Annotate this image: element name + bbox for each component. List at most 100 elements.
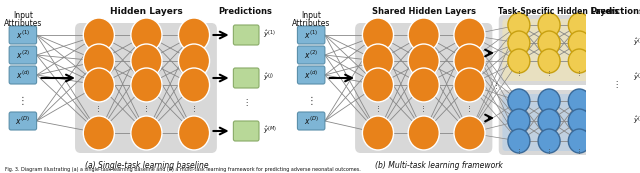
- Circle shape: [538, 129, 560, 153]
- Circle shape: [408, 116, 439, 150]
- Text: Shared Hidden Layers: Shared Hidden Layers: [372, 7, 476, 16]
- Circle shape: [454, 68, 485, 102]
- Text: $x^{(2)}$: $x^{(2)}$: [16, 49, 30, 61]
- Text: $\hat{y}^{(M)}$: $\hat{y}^{(M)}$: [634, 115, 640, 127]
- Circle shape: [538, 109, 560, 133]
- Circle shape: [408, 18, 439, 52]
- Text: ⋮: ⋮: [374, 105, 381, 111]
- FancyBboxPatch shape: [298, 66, 325, 84]
- Circle shape: [538, 89, 560, 113]
- Circle shape: [362, 44, 394, 78]
- Circle shape: [508, 109, 530, 133]
- Circle shape: [568, 109, 590, 133]
- Text: $x^{(1)}$: $x^{(1)}$: [304, 29, 318, 41]
- Text: $x^{(d)}$: $x^{(d)}$: [304, 69, 318, 81]
- Text: $\hat{y}^{(1)}$: $\hat{y}^{(1)}$: [262, 29, 276, 41]
- Circle shape: [179, 68, 209, 102]
- FancyBboxPatch shape: [502, 19, 591, 81]
- Circle shape: [408, 44, 439, 78]
- Text: ⋮: ⋮: [516, 148, 522, 153]
- FancyBboxPatch shape: [502, 94, 591, 151]
- Circle shape: [83, 116, 115, 150]
- Circle shape: [408, 68, 439, 102]
- Circle shape: [362, 116, 394, 150]
- Circle shape: [454, 44, 485, 78]
- Circle shape: [568, 129, 590, 153]
- FancyBboxPatch shape: [499, 90, 595, 155]
- Circle shape: [508, 89, 530, 113]
- Text: ⋮: ⋮: [420, 105, 428, 111]
- Text: Predictions: Predictions: [218, 7, 272, 16]
- Text: ⋮: ⋮: [18, 96, 28, 106]
- FancyBboxPatch shape: [234, 121, 259, 141]
- Text: Input: Input: [301, 11, 321, 20]
- Text: ⋮: ⋮: [612, 80, 621, 89]
- FancyBboxPatch shape: [9, 46, 36, 64]
- Text: $\hat{y}^{(j)}$: $\hat{y}^{(j)}$: [262, 72, 274, 84]
- Text: (b) Multi-task learning framework: (b) Multi-task learning framework: [376, 161, 503, 170]
- FancyBboxPatch shape: [234, 25, 259, 45]
- Circle shape: [568, 31, 590, 55]
- Circle shape: [568, 49, 590, 73]
- Text: ⋮: ⋮: [242, 98, 250, 107]
- Circle shape: [83, 18, 115, 52]
- Circle shape: [83, 44, 115, 78]
- Circle shape: [568, 13, 590, 37]
- Circle shape: [179, 116, 209, 150]
- FancyBboxPatch shape: [355, 23, 492, 153]
- Text: ⋮: ⋮: [143, 105, 150, 111]
- Circle shape: [538, 49, 560, 73]
- FancyBboxPatch shape: [499, 15, 595, 85]
- Text: ⋮: ⋮: [516, 71, 522, 75]
- Circle shape: [362, 18, 394, 52]
- FancyBboxPatch shape: [75, 23, 217, 153]
- Circle shape: [454, 18, 485, 52]
- Circle shape: [508, 49, 530, 73]
- Text: ⋮: ⋮: [191, 105, 198, 111]
- Text: ⋮: ⋮: [547, 71, 552, 75]
- FancyBboxPatch shape: [604, 33, 630, 53]
- Circle shape: [179, 44, 209, 78]
- FancyBboxPatch shape: [298, 112, 325, 130]
- Text: $x^{(d)}$: $x^{(d)}$: [16, 69, 30, 81]
- Text: Input: Input: [13, 11, 33, 20]
- FancyBboxPatch shape: [298, 26, 325, 44]
- FancyBboxPatch shape: [298, 46, 325, 64]
- Circle shape: [538, 31, 560, 55]
- FancyBboxPatch shape: [9, 112, 36, 130]
- Circle shape: [131, 68, 162, 102]
- Circle shape: [538, 13, 560, 37]
- Text: $\hat{y}^{(j)}$: $\hat{y}^{(j)}$: [634, 72, 640, 84]
- Text: Task-Specific Hidden Layers: Task-Specific Hidden Layers: [498, 7, 619, 16]
- Text: $\hat{y}^{(M)}$: $\hat{y}^{(M)}$: [262, 125, 276, 137]
- Circle shape: [568, 89, 590, 113]
- Text: ⋮: ⋮: [577, 71, 582, 75]
- Text: ⋮: ⋮: [547, 148, 552, 153]
- FancyBboxPatch shape: [234, 68, 259, 88]
- FancyBboxPatch shape: [9, 26, 36, 44]
- Circle shape: [508, 129, 530, 153]
- Text: $\hat{y}^{(1)}$: $\hat{y}^{(1)}$: [634, 37, 640, 49]
- Circle shape: [362, 68, 394, 102]
- Circle shape: [508, 13, 530, 37]
- Text: ⋮: ⋮: [493, 82, 500, 88]
- Text: Hidden Layers: Hidden Layers: [110, 7, 183, 16]
- Text: Attributes: Attributes: [292, 19, 330, 28]
- Text: (a) Single-task learning baseline: (a) Single-task learning baseline: [84, 161, 208, 170]
- Text: ⋮: ⋮: [466, 105, 473, 111]
- Circle shape: [179, 18, 209, 52]
- Circle shape: [454, 116, 485, 150]
- Text: $x^{(2)}$: $x^{(2)}$: [304, 49, 318, 61]
- Text: $x^{(D)}$: $x^{(D)}$: [303, 115, 319, 127]
- Text: ⋮: ⋮: [307, 96, 316, 106]
- Text: $x^{(D)}$: $x^{(D)}$: [15, 115, 30, 127]
- Text: Fig. 3. Diagram illustrating (a) a single-task learning baseline and (b) a multi: Fig. 3. Diagram illustrating (a) a singl…: [4, 167, 360, 172]
- Text: ⋮: ⋮: [577, 148, 582, 153]
- Text: ⋮: ⋮: [95, 105, 102, 111]
- FancyBboxPatch shape: [9, 66, 36, 84]
- FancyBboxPatch shape: [604, 111, 630, 131]
- Circle shape: [83, 68, 115, 102]
- Circle shape: [508, 31, 530, 55]
- Text: Attributes: Attributes: [4, 19, 42, 28]
- Text: $x^{(1)}$: $x^{(1)}$: [16, 29, 30, 41]
